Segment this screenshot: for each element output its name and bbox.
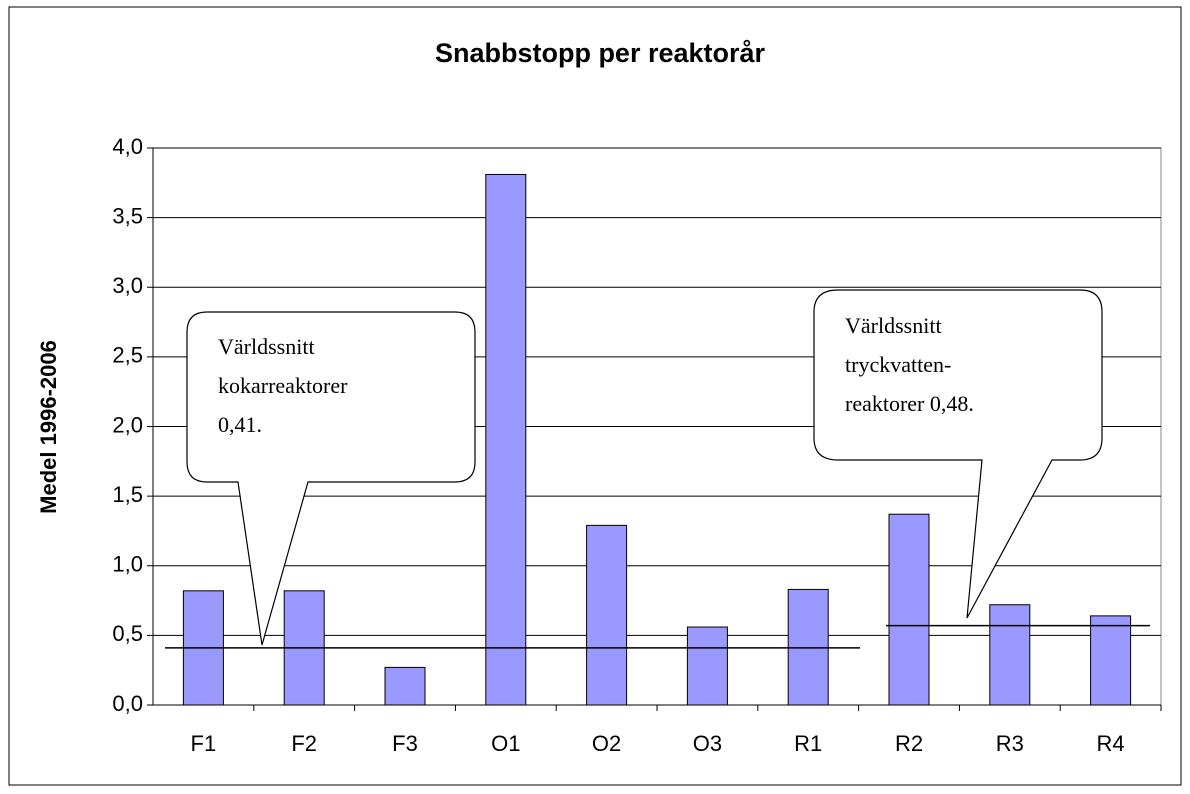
callout-bubble (813, 289, 1103, 619)
y-tick-label: 3,0 (112, 273, 143, 298)
y-axis-label: Medel 1996-2006 (36, 340, 61, 514)
y-tick-label: 3,5 (112, 203, 143, 228)
annotation-line: Världssnitt (845, 313, 942, 338)
y-tick-label: 2,0 (112, 412, 143, 437)
y-tick-label: 1,0 (112, 552, 143, 577)
reference-lines (165, 624, 1150, 649)
bar (485, 173, 527, 706)
x-tick-label: F3 (392, 731, 418, 756)
y-tick-label: 0,5 (112, 621, 143, 646)
bar (686, 626, 728, 706)
x-tick-label: R2 (895, 731, 923, 756)
annotation-line: Världssnitt (218, 334, 315, 359)
annotation-line: 0,41. (218, 412, 262, 437)
callout-bubble (186, 311, 476, 646)
annotation-line: tryckvatten- (845, 352, 951, 377)
bar (586, 524, 628, 706)
x-tick-label: O2 (592, 731, 621, 756)
bar (888, 513, 930, 706)
y-tick-label: 1,5 (112, 482, 143, 507)
y-tick-label: 4,0 (112, 134, 143, 159)
annotation-line: kokarreaktorer (218, 373, 348, 398)
bar (1090, 615, 1132, 706)
y-tick-label: 0,0 (112, 691, 143, 716)
x-tick-label: R4 (1097, 731, 1125, 756)
x-tick-label: R1 (794, 731, 822, 756)
y-tick-label: 2,5 (112, 343, 143, 368)
x-tick-label: F2 (291, 731, 317, 756)
bar (989, 604, 1031, 706)
x-tick-label: F1 (191, 731, 217, 756)
x-tick-label: R3 (996, 731, 1024, 756)
bar (384, 666, 426, 706)
chart-title: Snabbstopp per reaktorår (435, 38, 766, 68)
x-tick-label: O3 (693, 731, 722, 756)
x-tick-label: O1 (491, 731, 520, 756)
annotation-line: reaktorer 0,48. (845, 391, 974, 416)
